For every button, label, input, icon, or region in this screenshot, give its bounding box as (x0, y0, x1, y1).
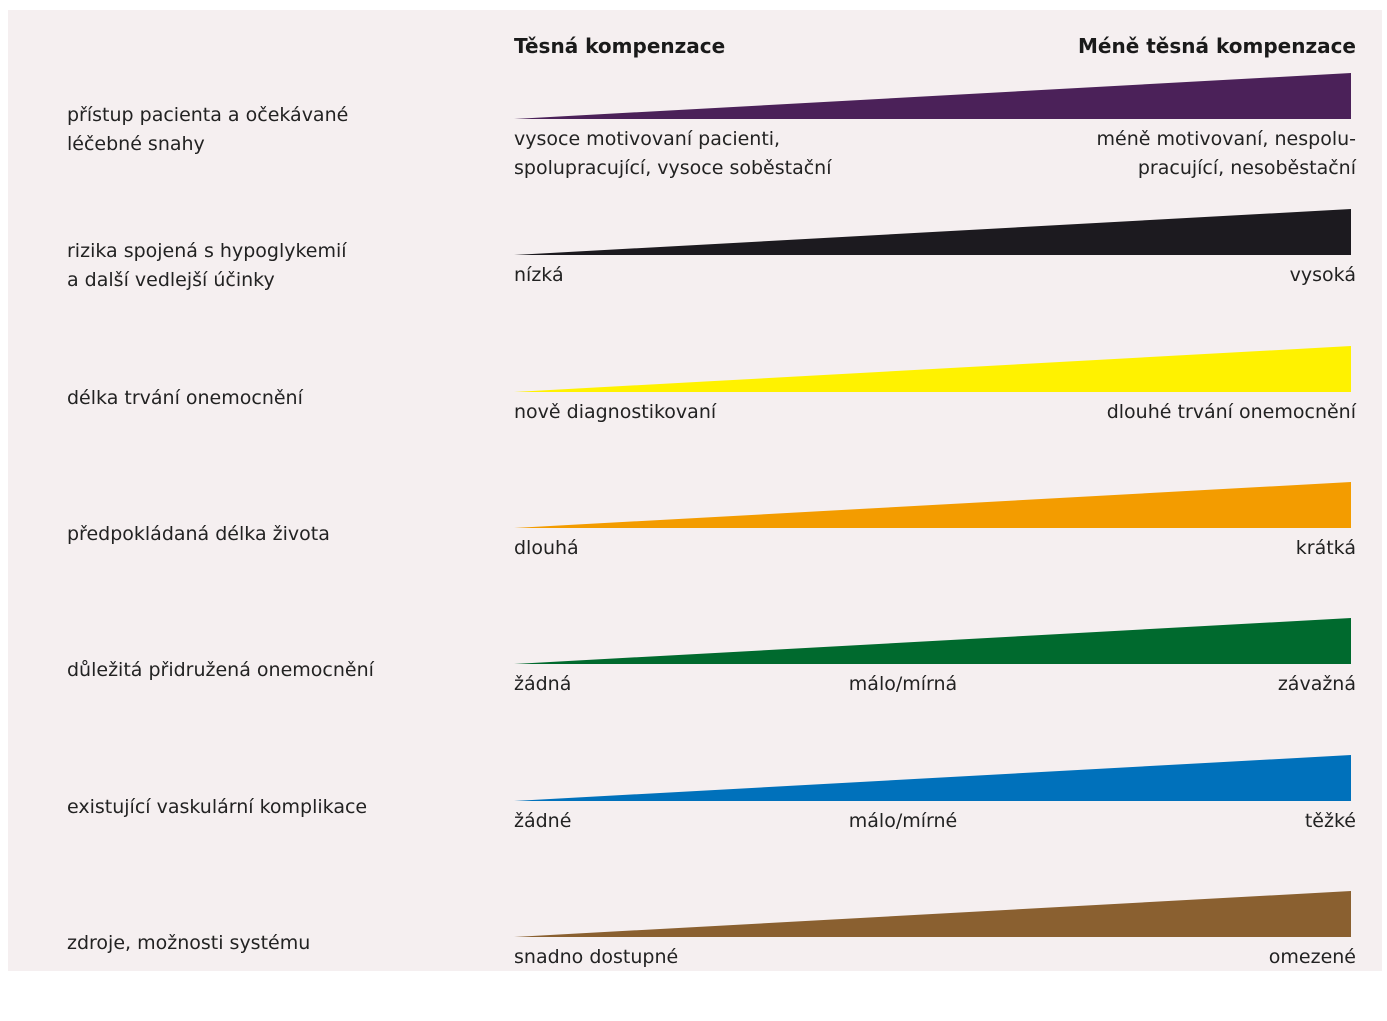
high-end-label: méně motivovaní, nespolu-pracující, neso… (1097, 125, 1356, 183)
factor-label: důležitá přidružená onemocnění (67, 656, 407, 685)
low-end-label: dlouhá (514, 534, 579, 563)
factor-row: rizika spojená s hypoglykemií a další ved… (8, 209, 1382, 339)
high-end-label: těžké (1305, 807, 1356, 836)
wedge-shape (514, 345, 1351, 392)
factor-label-line: délka trvání onemocnění (67, 386, 303, 409)
gradient-wedge (514, 73, 1351, 119)
factor-row: délka trvání onemocnění nově diagnostikov… (8, 345, 1382, 476)
high-end-label-line: vysoká (1289, 264, 1356, 287)
mid-label-line: málo/mírná (848, 673, 958, 696)
mid-label: málo/mírné (753, 807, 1053, 836)
mid-label: málo/mírná (753, 670, 1053, 699)
factor-label-line: zdroje, možnosti systému (67, 931, 311, 954)
factor-row: zdroje, možnosti systému snadno dostupné o… (8, 890, 1382, 1021)
gradient-wedge (514, 481, 1351, 528)
mid-label-line: málo/mírné (848, 809, 958, 832)
factor-label-line: přístup pacienta a očekávané (67, 104, 349, 126)
diagram-panel: Těsná kompenzace Méně těsná kompenzace p… (8, 10, 1382, 971)
low-end-label: vysoce motivovaní pacienti, spolupracujíc… (514, 125, 832, 183)
high-end-label-line: méně motivovaní, nespolu- (1096, 128, 1356, 150)
gradient-wedge (514, 618, 1351, 665)
wedge-shape (514, 73, 1351, 119)
low-end-label: žádná (514, 670, 571, 699)
high-end-label-line: omezené (1268, 945, 1356, 968)
high-end-label: krátká (1296, 534, 1356, 563)
low-end-label-line: žádná (514, 673, 572, 696)
factor-row: předpokládaná délka života dlouhá krátká (8, 481, 1382, 612)
gradient-wedge (514, 345, 1351, 392)
factor-label-line: rizika spojená s hypoglykemií (67, 240, 347, 263)
low-end-label-line: nově diagnostikovaní (514, 400, 717, 423)
low-end-label: nově diagnostikovaní (514, 398, 716, 427)
factor-label-line: léčebné snahy (67, 133, 205, 155)
wedge-shape (514, 754, 1351, 801)
high-end-label-line: dlouhé trvání onemocnění (1106, 400, 1356, 423)
low-end-label: nízká (514, 261, 564, 290)
high-end-label-line: pracující, nesoběstační (1137, 157, 1356, 179)
factor-label-line: důležitá přidružená onemocnění (67, 659, 374, 682)
wedge-shape (514, 618, 1351, 665)
low-end-label-line: snadno dostupné (514, 945, 679, 968)
header-tight-control: Těsná kompenzace (514, 34, 726, 58)
factor-label-line: existující vaskulární komplikace (67, 795, 368, 818)
high-end-label: dlouhé trvání onemocnění (1107, 398, 1356, 427)
low-end-label-line: nízká (514, 264, 564, 287)
low-end-label-line: žádné (514, 809, 572, 832)
gradient-wedge (514, 754, 1351, 801)
high-end-label-line: těžké (1304, 809, 1356, 832)
factor-row: přístup pacienta a očekávané léčebné snah… (8, 73, 1382, 203)
high-end-label: omezené (1269, 943, 1356, 972)
high-end-label-line: závažná (1277, 673, 1356, 696)
wedge-shape (514, 209, 1351, 256)
factor-row: existující vaskulární komplikace žádné mál… (8, 754, 1382, 885)
high-end-label: závažná (1278, 670, 1356, 699)
low-end-label: žádné (514, 807, 571, 836)
factor-label: délka trvání onemocnění (67, 384, 407, 413)
low-end-label: snadno dostupné (514, 943, 678, 972)
header-less-tight-control: Méně těsná kompenzace (1078, 34, 1356, 58)
factor-label: rizika spojená s hypoglykemií a další ved… (67, 237, 407, 295)
high-end-label: vysoká (1290, 261, 1356, 290)
low-end-label-line: spolupracující, vysoce soběstační (514, 157, 832, 179)
wedge-shape (514, 481, 1351, 528)
factor-label: přístup pacienta a očekávané léčebné snah… (67, 101, 407, 159)
factor-label: předpokládaná délka života (67, 520, 407, 549)
gradient-wedge (514, 890, 1351, 937)
factor-label-line: a další vedlejší účinky (67, 269, 275, 292)
factor-label: existující vaskulární komplikace (67, 793, 407, 822)
high-end-label-line: krátká (1295, 536, 1356, 559)
low-end-label-line: dlouhá (514, 536, 579, 559)
low-end-label-line: vysoce motivovaní pacienti, (514, 128, 781, 150)
factor-row: důležitá přidružená onemocnění žádná málo/… (8, 618, 1382, 748)
wedge-shape (514, 890, 1351, 937)
factor-label-line: předpokládaná délka života (67, 522, 330, 545)
factor-label: zdroje, možnosti systému (67, 929, 407, 958)
gradient-wedge (514, 209, 1351, 256)
